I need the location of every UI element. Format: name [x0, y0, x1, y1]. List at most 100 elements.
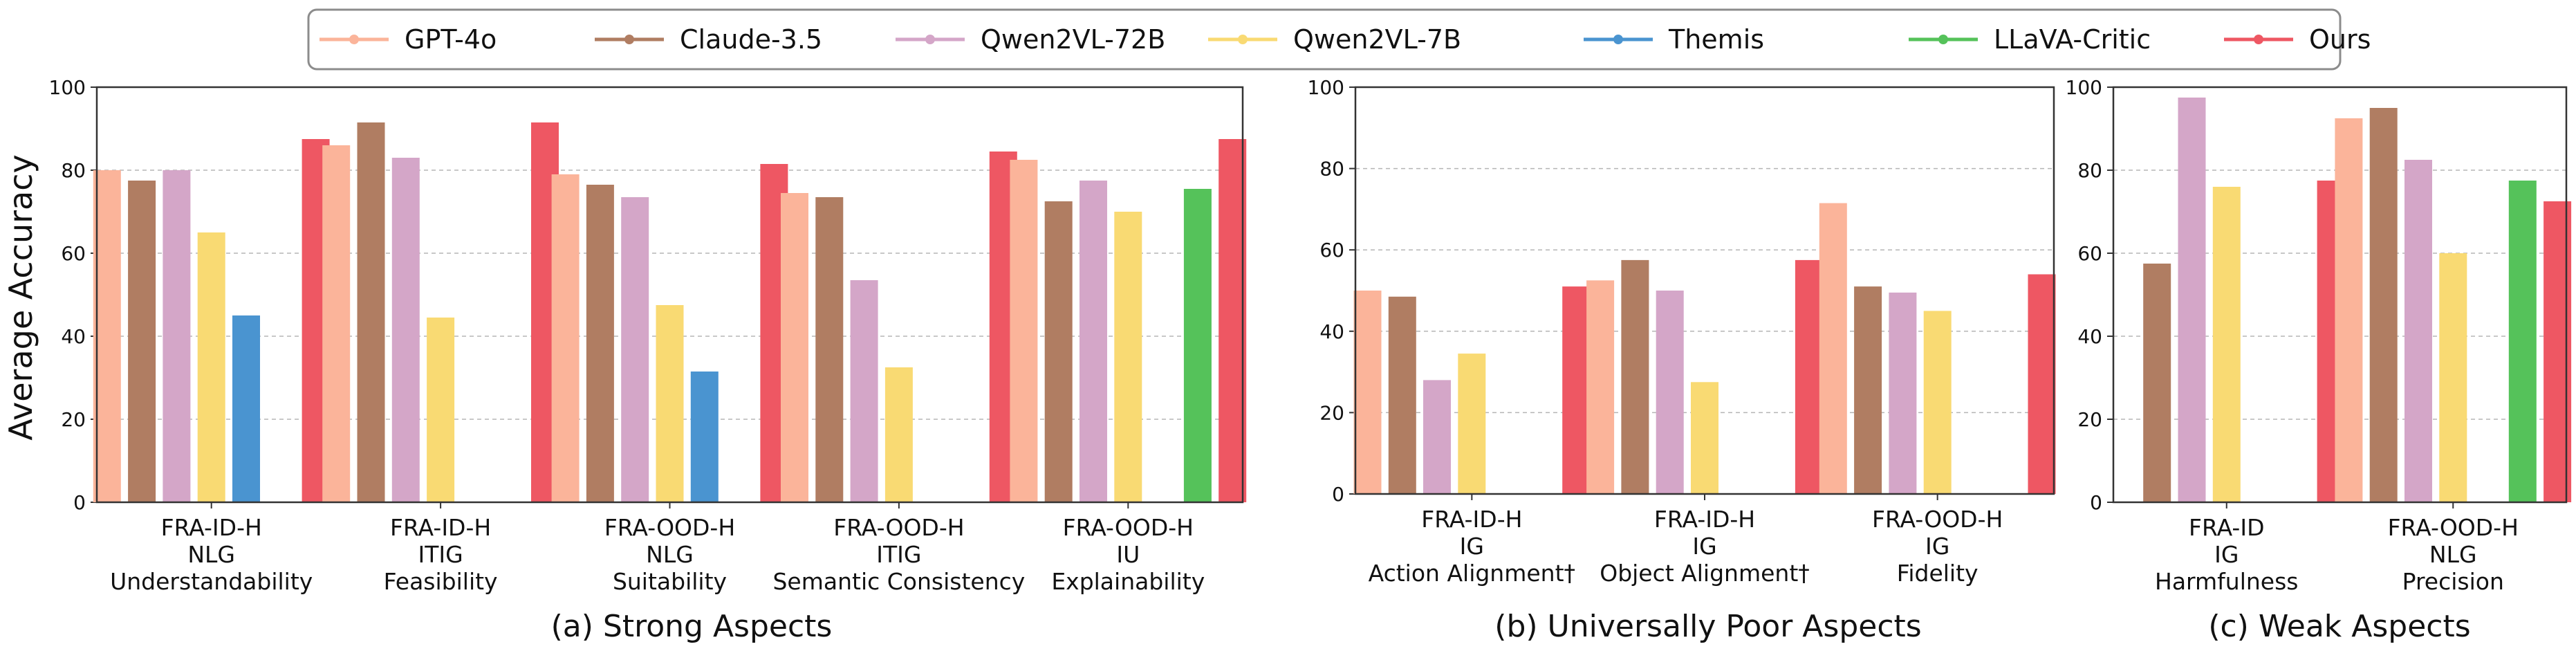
legend-marker [1613, 35, 1623, 44]
bar [322, 145, 351, 502]
y-tick-label: 0 [1332, 483, 1344, 506]
legend-item: GPT-4o [319, 24, 497, 55]
x-tick-label: FRA-OOD-H ITIG Semantic Consistency [772, 514, 1025, 595]
bar [1114, 212, 1142, 502]
bar [128, 181, 156, 502]
chart-panel: 0 20 40 60 80 100 FRA-ID-H NLG Understandability… [49, 76, 1247, 644]
bar [1044, 201, 1073, 502]
y-tick-label: 100 [1308, 76, 1344, 99]
bar [850, 280, 878, 502]
bar [2335, 118, 2363, 502]
legend-marker [624, 35, 634, 44]
legend-label: Claude-3.5 [680, 24, 822, 55]
y-tick-label: 60 [61, 242, 86, 265]
y-tick-label: 60 [1319, 239, 1344, 262]
bar [2508, 181, 2537, 502]
y-axis-label: Average Accuracy [2, 154, 39, 441]
bar [1353, 291, 1382, 494]
x-tick-label: FRA-ID-H NLG Understandability [110, 514, 313, 595]
legend-item: Themis [1584, 24, 1764, 55]
y-tick-label: 40 [61, 325, 86, 348]
legend-label: Ours [2309, 24, 2371, 55]
chart-panel: 0 20 40 60 80 100 FRA-ID-H IG Action Alignment† F… [1308, 76, 2056, 644]
x-tick-label: FRA-ID IG Harmfulness [2155, 514, 2298, 595]
bar [1388, 296, 1416, 494]
plot-frame [2112, 86, 2568, 504]
bar [656, 305, 684, 502]
bar [163, 170, 191, 502]
x-tick-label: FRA-ID-H IG Action Alignment† [1369, 506, 1575, 587]
x-tick-label: FRA-OOD-H NLG Precision [2388, 514, 2519, 595]
legend-marker [1938, 35, 1948, 44]
y-tick-label: 80 [61, 159, 86, 182]
bar [2178, 98, 2206, 502]
bar [1656, 291, 1684, 494]
bar [1183, 189, 1212, 502]
legend-frame [307, 8, 2342, 71]
bar [1010, 160, 1038, 502]
bar [551, 174, 580, 502]
legend-item: Qwen2VL-7B [1208, 24, 1461, 55]
legend-marker [349, 35, 359, 44]
chart-panel: 0 20 40 60 80 100 FRA-ID IG Harmfulness FRA-OOD-H… [2066, 76, 2572, 644]
bar [1889, 292, 1917, 494]
y-tick-label: 100 [49, 76, 86, 99]
bar [2143, 264, 2171, 502]
bar [1795, 259, 1823, 494]
y-tick-label: 20 [2077, 408, 2102, 431]
x-tick-label: FRA-OOD-H NLG Suitability [604, 514, 735, 595]
bar [2404, 160, 2432, 502]
bar [2369, 108, 2398, 502]
y-tick-label: 100 [2066, 76, 2102, 99]
bar [884, 367, 913, 502]
legend: GPT-4o Claude-3.5 Qwen2VL-72B Qwen2VL-7B The… [307, 8, 2371, 71]
bar [1079, 181, 1107, 502]
y-tick-label: 0 [73, 491, 86, 514]
y-tick-label: 80 [1319, 158, 1344, 181]
plot-frame [1354, 86, 2055, 495]
panel-title: (c) Weak Aspects [2208, 609, 2470, 644]
bar [1691, 382, 1718, 494]
bar [2212, 187, 2241, 502]
bar [232, 315, 260, 502]
bar [690, 372, 719, 502]
x-tick-label: FRA-OOD-H IG Fidelity [1872, 506, 2003, 587]
x-tick-label: FRA-OOD-H IU Explainability [1051, 514, 1205, 595]
x-tick-label: FRA-ID-H ITIG Feasibility [384, 514, 498, 595]
bar [1621, 259, 1649, 494]
bar [391, 158, 420, 502]
bar [93, 170, 121, 502]
bar [1854, 286, 1882, 494]
bar [1923, 311, 1952, 494]
panel-title: (b) Universally Poor Aspects [1494, 609, 1921, 644]
legend-item: Qwen2VL-72B [896, 24, 1165, 55]
bar [1586, 280, 1615, 494]
bar [2439, 253, 2467, 502]
bar [586, 185, 614, 502]
legend-item: Ours [2224, 24, 2371, 55]
y-tick-label: 20 [1319, 401, 1344, 424]
legend-label: Qwen2VL-72B [981, 24, 1165, 55]
legend-marker [1238, 35, 1248, 44]
bar [815, 197, 844, 502]
legend-marker [925, 35, 935, 44]
legend-label: Qwen2VL-7B [1293, 24, 1461, 55]
panel-title: (a) Strong Aspects [551, 609, 833, 644]
legend-item: LLaVA-Critic [1909, 24, 2151, 55]
bar [621, 197, 649, 502]
bar [1423, 380, 1451, 494]
y-tick-label: 40 [1319, 320, 1344, 343]
legend-label: Themis [1668, 24, 1764, 55]
y-tick-label: 40 [2077, 325, 2102, 348]
bar [1819, 203, 1847, 494]
bar [1218, 139, 1247, 502]
y-tick-label: 20 [61, 408, 86, 431]
y-tick-label: 0 [2090, 491, 2102, 514]
legend-marker [2254, 35, 2263, 44]
x-tick-label: FRA-ID-H IG Object Alignment† [1600, 506, 1810, 587]
chart-panels: 0 20 40 60 80 100 FRA-ID-H NLG Understandability… [49, 76, 2572, 644]
y-tick-label: 80 [2077, 159, 2102, 182]
bar [357, 122, 385, 502]
legend-item: Claude-3.5 [595, 24, 822, 55]
bar [2028, 274, 2056, 494]
